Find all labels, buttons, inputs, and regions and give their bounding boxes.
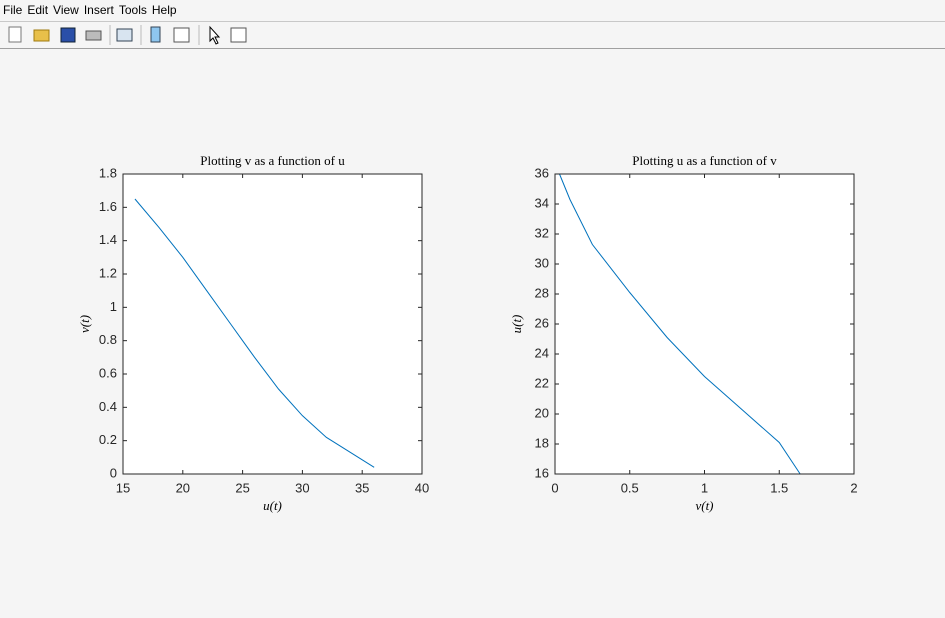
x-tick-label: 1: [701, 480, 708, 495]
y-tick-label: 0: [110, 465, 117, 480]
y-tick-label: 1.6: [99, 199, 117, 214]
axes-box: [554, 173, 855, 475]
y-tick-label: 18: [535, 435, 549, 450]
y-tick-label: 36: [535, 165, 549, 180]
x-axis-label: v(t): [695, 498, 713, 513]
x-tick-label: 25: [235, 480, 249, 495]
figure-canvas: 15 20 25 30 35 4000.20.40.60.811.21.41.61.8Pl…: [77, 153, 858, 513]
y-tick-label: 0.6: [99, 365, 117, 380]
x-tick-label: 40: [415, 480, 429, 495]
x-tick-label: 2: [850, 480, 857, 495]
y-tick-label: 0.4: [99, 399, 117, 414]
y-tick-label: 28: [535, 285, 549, 300]
y-axis-label: u(t): [509, 315, 524, 334]
y-tick-label: 1.4: [99, 232, 117, 247]
y-tick-label: 22: [535, 375, 549, 390]
menu-item[interactable]: Tools: [118, 3, 147, 17]
toolbar-icons: [8, 25, 247, 45]
y-tick-label: 1.8: [99, 165, 117, 180]
y-tick-label: 32: [535, 225, 549, 240]
chart-title: Plotting u as a function of v: [632, 153, 777, 168]
y-tick-label: 16: [535, 465, 549, 480]
x-tick-label: 35: [355, 480, 369, 495]
x-tick-label: 0.5: [621, 480, 639, 495]
x-axis-label: u(t): [263, 498, 282, 513]
menu-item[interactable]: File: [3, 3, 23, 17]
x-tick-label: 15: [116, 480, 130, 495]
x-tick-label: 20: [176, 480, 190, 495]
y-tick-label: 20: [535, 405, 549, 420]
menu-item[interactable]: Edit: [27, 3, 49, 17]
axes-box: [122, 173, 423, 475]
x-tick-label: 30: [295, 480, 309, 495]
data-line: [559, 173, 801, 475]
y-tick-label: 24: [535, 345, 549, 360]
toolbar: [0, 25, 945, 49]
axes-background: [123, 174, 422, 474]
axes-background: [555, 174, 854, 474]
x-tick-label: 1.5: [770, 480, 788, 495]
y-tick-label: 1: [110, 299, 117, 314]
y-tick-label: 26: [535, 315, 549, 330]
data-line: [134, 198, 375, 468]
y-tick-label: 1.2: [99, 265, 117, 280]
y-tick-label: 0.2: [99, 432, 117, 447]
menu-item[interactable]: View: [53, 3, 79, 17]
chart-title: Plotting v as a function of u: [200, 153, 345, 168]
y-tick-label: 30: [535, 255, 549, 270]
menu-item[interactable]: Help: [151, 3, 177, 17]
y-tick-label: 34: [535, 195, 549, 210]
menu-bar: File Edit View Insert Tools Help: [0, 0, 945, 22]
menu-item[interactable]: Insert: [83, 3, 114, 17]
y-tick-label: 0.8: [99, 332, 117, 347]
y-axis-label: v(t): [77, 315, 92, 333]
x-tick-label: 0: [551, 480, 558, 495]
